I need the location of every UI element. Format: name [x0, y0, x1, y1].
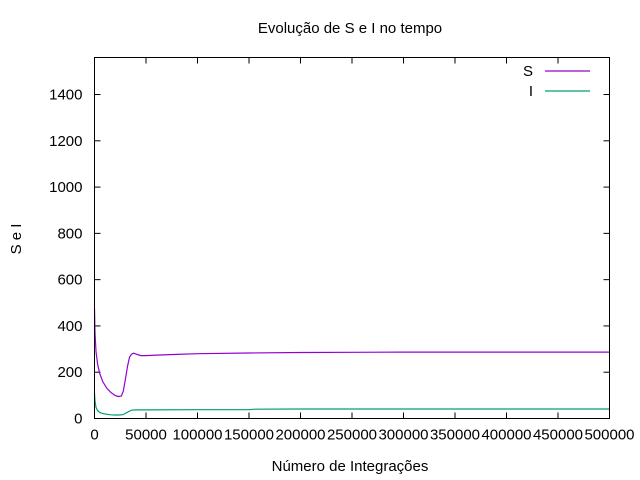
y-axis-label: S e I [8, 224, 25, 255]
plot-frame [94, 57, 610, 419]
x-tick-label: 0 [90, 427, 98, 444]
y-tick-label: 0 [74, 411, 82, 428]
series-S-line [93, 308, 610, 398]
y-tick-label: 400 [57, 318, 82, 335]
x-tick-label: 500000 [584, 427, 634, 444]
x-tick-label: 250000 [327, 427, 377, 444]
legend-label: S [523, 63, 533, 80]
chart-title: Evolução de S e I no tempo [258, 20, 442, 37]
y-tick-label: 1400 [49, 87, 82, 104]
x-tick-label: 100000 [172, 427, 222, 444]
x-tick-label: 150000 [224, 427, 274, 444]
y-tick-label: 1000 [49, 179, 82, 196]
y-tick-label: 200 [57, 364, 82, 381]
legend: SI [523, 63, 590, 100]
x-tick-label: 300000 [378, 427, 428, 444]
plot-lines [93, 308, 610, 416]
y-tick-label: 800 [57, 225, 82, 242]
legend-label: I [529, 83, 533, 100]
ticks: 0 50000 100000 150000 200000 250000 300000 3500… [49, 57, 635, 444]
y-tick-label: 600 [57, 272, 82, 289]
series-I-line [93, 392, 610, 416]
x-tick-label: 350000 [430, 427, 480, 444]
x-tick-label: 450000 [533, 427, 583, 444]
x-tick-label: 200000 [275, 427, 325, 444]
x-axis-label: Número de Integrações [272, 458, 429, 475]
x-tick-label: 50000 [125, 427, 167, 444]
y-tick-label: 1200 [49, 133, 82, 150]
x-tick-label: 400000 [481, 427, 531, 444]
